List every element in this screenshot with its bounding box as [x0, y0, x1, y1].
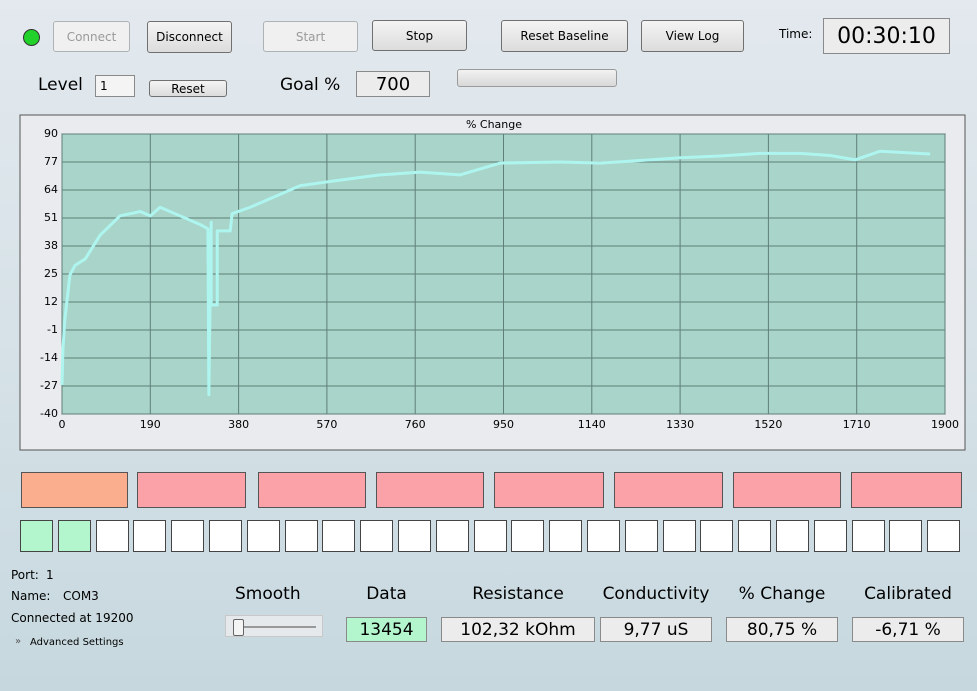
status-indicator — [851, 472, 962, 508]
y-tick-label: 64 — [44, 183, 58, 196]
x-tick-label: 1900 — [931, 418, 959, 431]
reset-baseline-button[interactable]: Reset Baseline — [501, 20, 628, 52]
chart-title: % Change — [466, 118, 522, 131]
data-line — [60, 149, 931, 397]
x-tick-label: 1520 — [754, 418, 782, 431]
y-tick-label: 25 — [44, 267, 58, 280]
start-button[interactable]: Start — [263, 21, 358, 52]
channel-indicator — [322, 520, 355, 552]
channel-indicator — [889, 520, 922, 552]
connection-status: Connected at 19200 — [11, 611, 134, 625]
status-led — [23, 29, 40, 46]
status-indicator — [614, 472, 723, 508]
name-value: COM3 — [63, 589, 99, 603]
readout-label: Calibrated — [864, 584, 952, 604]
readout-value: 80,75 % — [726, 617, 838, 642]
channel-indicator — [738, 520, 771, 552]
channel-indicator — [927, 520, 960, 552]
readout-value: 9,77 uS — [600, 617, 712, 642]
x-tick-label: 760 — [405, 418, 426, 431]
channel-indicator — [398, 520, 431, 552]
x-tick-label: 190 — [140, 418, 161, 431]
y-tick-label: -40 — [40, 407, 58, 420]
y-tick-label: 38 — [44, 239, 58, 252]
channel-indicator — [474, 520, 507, 552]
status-indicator — [494, 472, 604, 508]
status-indicator — [21, 472, 128, 508]
x-tick-label: 1710 — [843, 418, 871, 431]
goal-display: 700 — [356, 71, 430, 97]
channel-indicator — [511, 520, 544, 552]
level-input[interactable]: 1 — [95, 75, 135, 97]
view-log-button[interactable]: View Log — [641, 20, 744, 52]
channel-indicator — [587, 520, 620, 552]
y-tick-label: -27 — [40, 379, 58, 392]
y-tick-label: -1 — [47, 323, 58, 336]
y-tick-label: -14 — [40, 351, 58, 364]
port-label: Port: — [11, 568, 39, 582]
channel-indicator — [625, 520, 658, 552]
y-tick-label: 77 — [44, 155, 58, 168]
x-tick-label: 380 — [228, 418, 249, 431]
status-indicator — [258, 472, 366, 508]
channel-indicator — [20, 520, 53, 552]
x-tick-label: 0 — [59, 418, 66, 431]
readout-value: 102,32 kOhm — [441, 617, 595, 642]
channel-indicator — [814, 520, 847, 552]
smooth-label: Smooth — [235, 584, 301, 604]
x-tick-label: 570 — [316, 418, 337, 431]
channel-indicator — [133, 520, 166, 552]
channel-indicator — [96, 520, 129, 552]
time-label: Time: — [779, 27, 813, 41]
channel-indicator — [285, 520, 318, 552]
channel-indicator — [58, 520, 91, 552]
channel-indicator — [776, 520, 809, 552]
time-display: 00:30:10 — [823, 18, 950, 54]
channel-indicator — [247, 520, 280, 552]
smooth-slider[interactable] — [225, 615, 323, 637]
channel-indicator — [360, 520, 393, 552]
readout-value: 13454 — [346, 617, 427, 642]
x-tick-label: 1140 — [578, 418, 606, 431]
advanced-settings-link[interactable]: Advanced Settings — [30, 637, 124, 648]
chart: % Change 90 77 64 51 38 25 12 -1 -14 -27 -400 190 38… — [19, 114, 966, 451]
port-value: 1 — [46, 568, 54, 582]
channel-indicator — [852, 520, 885, 552]
channel-indicator — [549, 520, 582, 552]
channel-indicator — [436, 520, 469, 552]
disconnect-button[interactable]: Disconnect — [147, 21, 232, 53]
readout-label: % Change — [738, 584, 826, 604]
status-indicator — [137, 472, 246, 508]
channel-indicator — [663, 520, 696, 552]
readout-label: Resistance — [472, 584, 564, 604]
status-indicator — [376, 472, 484, 508]
connect-button[interactable]: Connect — [53, 21, 130, 52]
readout-label: Data — [366, 584, 407, 604]
status-indicator — [733, 472, 841, 508]
channel-indicator — [171, 520, 204, 552]
level-label: Level — [38, 75, 83, 95]
channel-indicator — [700, 520, 733, 552]
name-label: Name: — [11, 589, 51, 603]
reset-button[interactable]: Reset — [149, 80, 227, 97]
y-tick-label: 51 — [44, 211, 58, 224]
y-tick-label: 12 — [44, 295, 58, 308]
progress-bar — [457, 69, 617, 87]
y-tick-label: 90 — [44, 127, 58, 140]
goal-label: Goal % — [280, 75, 341, 95]
x-tick-label: 1330 — [666, 418, 694, 431]
x-tick-label: 950 — [493, 418, 514, 431]
channel-indicator — [209, 520, 242, 552]
readout-value: -6,71 % — [852, 617, 964, 642]
stop-button[interactable]: Stop — [372, 20, 467, 51]
readout-label: Conductivity — [602, 584, 710, 604]
chevron-icon[interactable]: » — [15, 636, 22, 647]
